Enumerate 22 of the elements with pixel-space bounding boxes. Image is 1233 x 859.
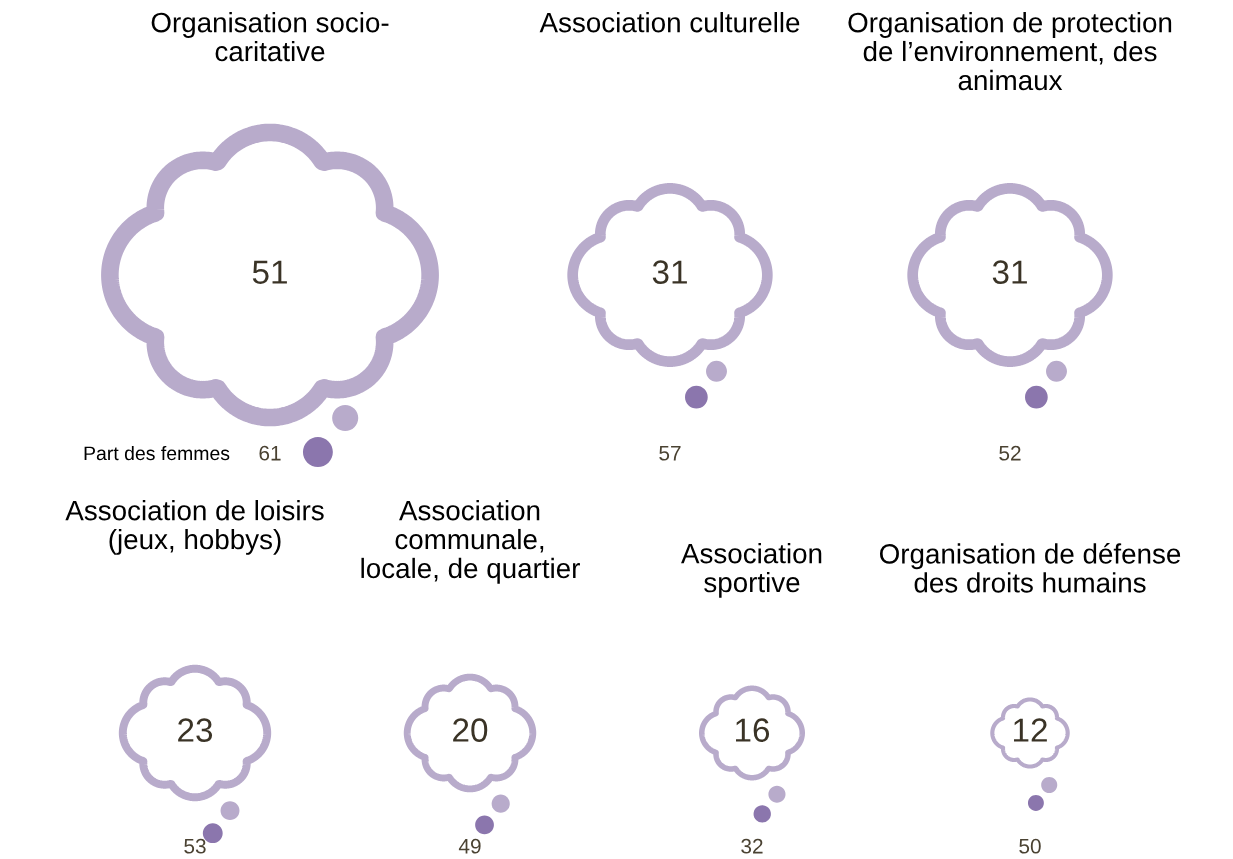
data-label: 31 bbox=[992, 260, 1027, 284]
data-label: 23 bbox=[178, 718, 213, 742]
data-label: 16 bbox=[736, 718, 770, 742]
category-label: Organisation de défense des droits humains bbox=[879, 543, 1181, 593]
category-label: Association communale, locale, de quartier bbox=[361, 500, 580, 584]
data-label: 53 bbox=[184, 838, 206, 854]
data-label: 51 bbox=[252, 260, 287, 284]
category-label: Organisation de protection de l’environnement, des animaux bbox=[848, 12, 1172, 91]
data-label: 31 bbox=[652, 260, 687, 284]
data-label: 12 bbox=[1014, 718, 1047, 742]
category-label: Association sportive bbox=[681, 543, 822, 598]
data-label: 32 bbox=[741, 838, 763, 854]
category-label: Organisation socio- caritative bbox=[151, 12, 389, 62]
text: Part des femmes bbox=[84, 445, 230, 461]
category-label: Association de loisirs (jeux, hobbys) bbox=[65, 500, 324, 555]
data-label: 20 bbox=[453, 718, 488, 742]
data-label: 61 bbox=[259, 445, 281, 461]
data-label: 52 bbox=[999, 445, 1021, 461]
category-label: Association culturelle bbox=[539, 12, 800, 33]
data-label: 49 bbox=[458, 838, 481, 854]
data-label: 50 bbox=[1019, 838, 1041, 854]
data-label: 57 bbox=[659, 446, 681, 461]
